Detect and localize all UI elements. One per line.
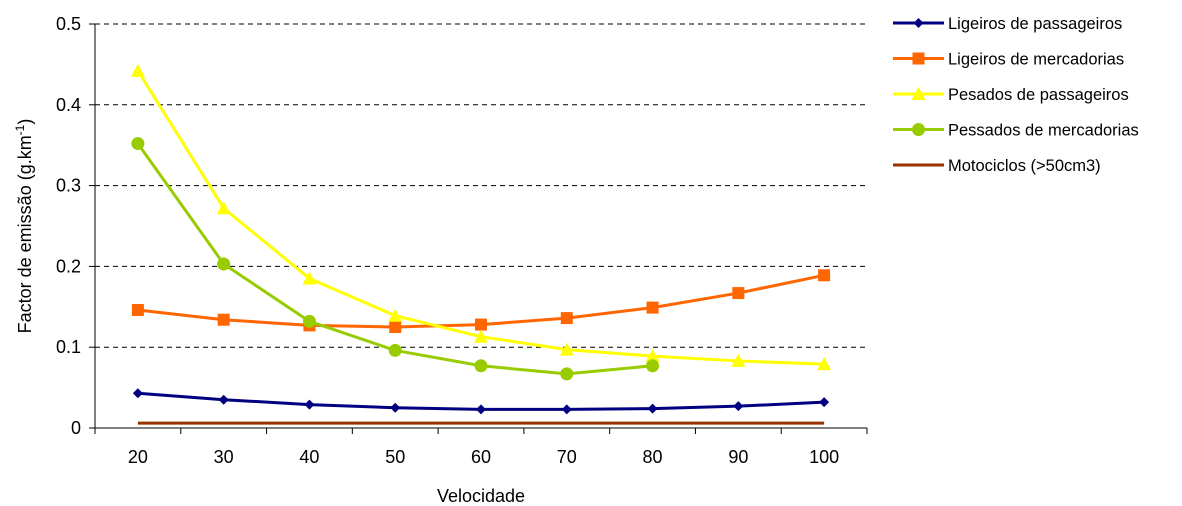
data-point: [645, 349, 660, 363]
data-point: [217, 313, 230, 326]
data-point: [218, 394, 229, 405]
data-point: [131, 137, 145, 151]
data-point: [913, 18, 924, 28]
series-3: [130, 63, 832, 371]
data-point: [912, 123, 925, 136]
data-point: [304, 399, 315, 410]
x-tick-label: 70: [557, 447, 577, 467]
data-point: [476, 404, 486, 415]
data-point: [818, 269, 831, 282]
legend-label: Pesados de passageiros: [948, 86, 1129, 104]
x-tick-label: 40: [299, 447, 319, 467]
data-point: [560, 367, 574, 381]
data-point: [388, 343, 402, 357]
legend-item: Pessados de mercadorias: [893, 122, 1139, 140]
legend-item: Pesados de passageiros: [893, 86, 1129, 104]
data-point: [560, 312, 573, 325]
data-point: [132, 388, 143, 399]
data-point: [217, 257, 231, 271]
y-tick-label: 0.3: [56, 176, 81, 196]
y-tick-label: 0.4: [56, 95, 81, 115]
data-point: [819, 397, 830, 408]
data-point: [302, 271, 317, 285]
y-tick-label: 0.5: [56, 14, 81, 34]
x-tick-labels: 20 30 40 50 60 70 80 90 100: [128, 447, 839, 467]
legend-item: Ligeiros de mercadorias: [893, 51, 1124, 69]
data-point: [646, 301, 659, 314]
data-point: [646, 359, 660, 373]
legend: Ligeiros de passageiros Ligeiros de merca…: [893, 15, 1139, 175]
legend-label: Ligeiros de passageiros: [948, 15, 1122, 33]
data-point: [559, 342, 574, 356]
legend-label: Pessados de mercadorias: [948, 122, 1139, 140]
data-point: [390, 402, 401, 413]
data-point: [647, 403, 658, 414]
y-tick-label: 0.1: [56, 337, 81, 357]
x-tick-label: 90: [728, 447, 748, 467]
legend-item: Ligeiros de passageiros: [893, 15, 1122, 33]
series-line: [136, 142, 653, 376]
data-point: [911, 87, 926, 100]
data-point: [216, 201, 231, 215]
data-point: [912, 52, 925, 65]
x-tick-label: 30: [214, 447, 234, 467]
data-point: [388, 308, 403, 322]
x-tick-label: 60: [471, 447, 491, 467]
legend-label: Ligeiros de mercadorias: [948, 51, 1124, 69]
data-point: [817, 357, 832, 371]
data-point: [302, 314, 316, 328]
x-tick-label: 50: [385, 447, 405, 467]
x-tick-label: 20: [128, 447, 148, 467]
data-point: [131, 304, 144, 317]
series-2: [131, 269, 831, 333]
legend-label: Motociclos (>50cm3): [948, 157, 1101, 175]
y-axis-label-close: ): [15, 119, 35, 125]
x-tick-label: 80: [643, 447, 663, 467]
y-axis-label-superscript: -1: [13, 124, 27, 135]
x-axis-label: Velocidade: [437, 486, 525, 506]
data-point: [732, 287, 745, 300]
data-point: [474, 329, 488, 343]
data-point: [474, 359, 488, 373]
data-point: [733, 401, 744, 412]
series-1: [132, 388, 830, 415]
y-tick-label: 0.2: [56, 256, 81, 276]
y-axis-label-main: Factor de emissão (g.km: [15, 135, 35, 333]
y-axis-label: Factor de emissão (g.km-1): [13, 119, 35, 334]
data-point: [731, 353, 746, 367]
data-point: [561, 404, 572, 415]
data-point: [130, 63, 145, 77]
axes: [94, 24, 867, 429]
y-tick-labels: 0 0.1 0.2 0.3 0.4 0.5: [56, 14, 81, 438]
y-tick-label: 0: [71, 418, 81, 438]
gridlines: [89, 23, 868, 434]
series-group: [130, 63, 832, 425]
legend-item: Motociclos (>50cm3): [893, 157, 1101, 175]
x-tick-label: 100: [809, 447, 839, 467]
data-point: [389, 321, 402, 333]
data-point: [475, 318, 487, 331]
series-4: [131, 137, 660, 381]
